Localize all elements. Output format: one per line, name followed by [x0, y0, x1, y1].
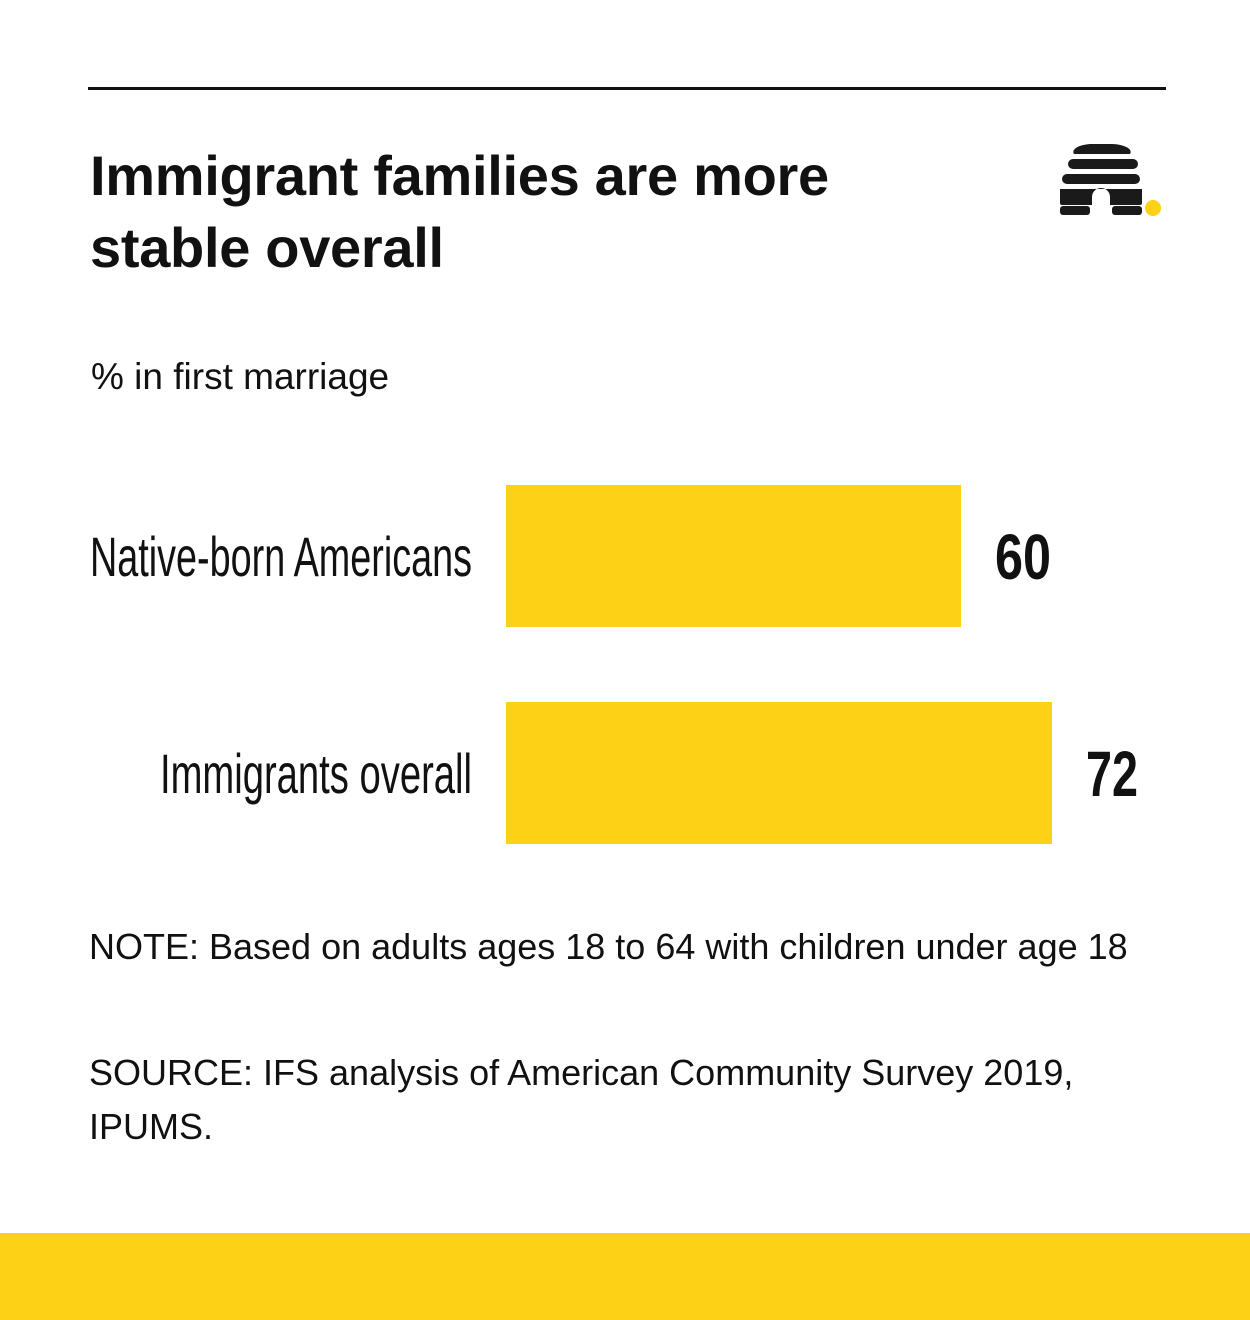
- beehive-icon: [1060, 144, 1161, 216]
- bar: [506, 485, 961, 627]
- chart-note: NOTE: Based on adults ages 18 to 64 with…: [89, 926, 1128, 967]
- chart-title: Immigrant families are more stable overa…: [90, 144, 829, 279]
- bars-layer: Native-born Americans 60 Immigrants overal…: [90, 485, 1138, 844]
- beehive-body: [1060, 144, 1142, 215]
- category-label: Immigrants overall: [160, 742, 472, 805]
- logo-dot: [1145, 200, 1161, 216]
- chart-subtitle: % in first marriage: [91, 356, 390, 397]
- bar: [506, 702, 1052, 844]
- top-rule: [88, 87, 1166, 90]
- category-label: Native-born Americans: [90, 525, 472, 588]
- value-label: 72: [1086, 738, 1138, 810]
- chart-source: SOURCE: IFS analysis of American Communi…: [89, 1052, 1074, 1147]
- bottom-band: [0, 1233, 1250, 1320]
- bar-chart: Native-born Americans 60 Immigrants overal…: [90, 485, 1138, 844]
- value-label: 60: [995, 521, 1051, 593]
